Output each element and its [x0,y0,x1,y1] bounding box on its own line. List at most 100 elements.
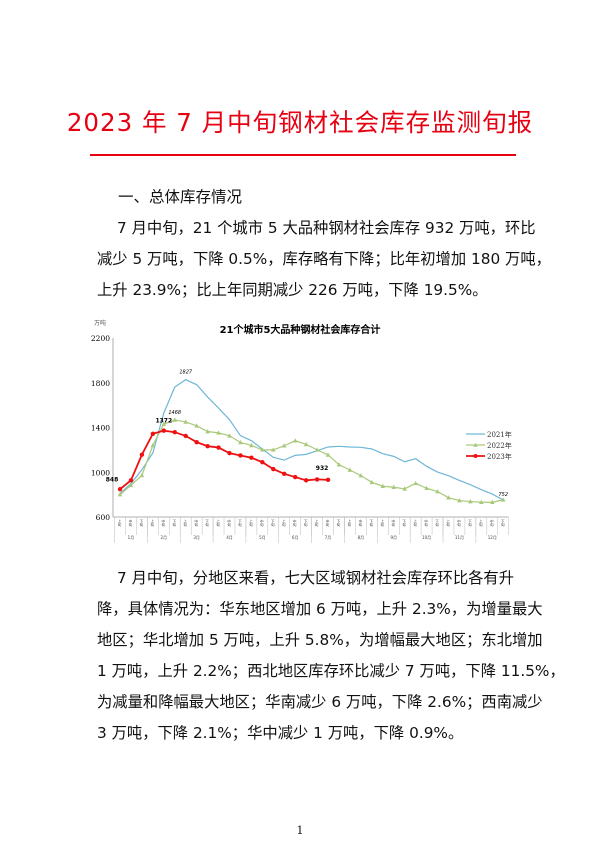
x-tick-label: 下旬 [303,519,308,527]
x-tick-label: 下旬 [500,519,505,527]
x-tick-label: 中旬 [456,519,461,528]
data-point [139,452,145,457]
data-point [183,433,188,439]
y-tick-label: 600 [96,513,111,522]
data-point [446,495,451,500]
page-number: 1 [296,824,304,837]
data-point [435,489,440,494]
data-label: 1827 [179,370,193,376]
data-point [161,428,166,433]
data-point [205,443,210,449]
data-point [391,484,397,490]
chart-title: 21个城市5大品种钢材社会库存合计 [220,323,381,336]
x-month-label: 11月 [455,535,464,540]
data-point [194,439,199,445]
y-axis-unit: 万吨 [94,319,106,327]
data-point [325,477,331,483]
data-label: 848 [106,476,119,483]
text-line: 1 万吨，上升 2.2%；西北地区库存环比减少 7 万吨，下降 11.5%， [97,662,565,680]
data-point [314,447,320,452]
x-tick-label: 下旬 [172,519,177,527]
data-point [194,423,199,428]
data-point [347,467,353,472]
x-tick-label: 上旬 [150,519,155,528]
data-point [293,474,298,480]
x-month-label: 2月 [161,535,168,540]
x-month-label: 3月 [193,535,200,540]
x-month-label: 6月 [292,535,299,540]
x-tick-label: 下旬 [270,519,275,527]
x-month-label: 9月 [390,535,397,540]
data-point [260,447,265,452]
data-point [128,482,134,488]
text-line: 降，具体情况为：华东地区增加 6 万吨，上升 2.3%，为增量最大 [97,600,543,618]
data-point [216,445,221,450]
data-point [336,462,342,467]
data-label: 932 [316,465,329,472]
legend-marker [473,442,478,447]
x-month-label: 10月 [422,535,431,540]
x-tick-label: 中旬 [391,519,396,528]
x-tick-label: 中旬 [358,519,363,528]
data-point [249,442,254,448]
data-point [271,447,276,452]
y-tick-label: 1000 [91,468,110,477]
x-tick-label: 中旬 [259,519,264,528]
data-label: 1372 [155,418,172,425]
data-point [424,485,429,491]
data-point [161,421,167,426]
x-tick-label: 上旬 [281,519,286,528]
x-tick-label: 中旬 [423,519,428,528]
x-tick-label: 中旬 [292,519,297,528]
data-point [128,478,134,483]
data-point [249,455,254,460]
data-point [150,442,156,448]
legend-label: 2021年 [487,430,512,439]
legend-marker [473,454,478,458]
data-point [238,453,243,458]
data-point [292,438,298,443]
x-tick-label: 中旬 [226,519,231,528]
series-line-2023年 [119,429,329,490]
x-tick-label: 上旬 [347,519,352,528]
x-tick-label: 下旬 [402,519,407,527]
y-tick-label: 2200 [91,334,110,343]
data-point [479,499,484,505]
paragraph-overall: 7 月中旬，21 个城市 5 大品种钢材社会库存 932 万吨，环比 减少 5 … [97,213,551,306]
data-label: 1468 [168,410,181,416]
x-tick-label: 中旬 [161,519,166,528]
report-title: 2023 年 7 月中旬钢材社会库存监测旬报 [66,108,534,137]
x-tick-label: 上旬 [445,519,450,528]
data-point [468,499,473,504]
inventory-line-chart: 21个城市5大品种钢材社会库存合计 万吨 600 1000 1400 1800 2200 上旬… [91,319,512,543]
x-tick-label: 上旬 [412,519,417,528]
data-point [150,431,156,436]
y-tick-label: 1800 [91,379,110,388]
x-month-label: 12月 [488,535,497,540]
data-point [238,439,243,445]
data-point [358,473,364,478]
text-line: 减少 5 万吨，下降 0.5%，库存略有下降；比年初增加 180 万吨， [97,250,551,268]
data-label: 752 [498,492,508,498]
text-line: 7 月中旬，分地区来看，七大区域钢材社会库存环比各有升 [117,569,515,587]
text-line: 7 月中旬，21 个城市 5 大品种钢材社会库存 932 万吨，环比 [117,219,536,237]
x-tick-label: 中旬 [489,519,494,528]
legend-label: 2022年 [487,441,512,450]
x-tick-label: 中旬 [193,519,198,528]
data-point [281,443,287,448]
data-point [500,497,506,502]
data-point [172,417,178,422]
x-tick-label: 下旬 [237,519,242,527]
text-line: 地区；华北增加 5 万吨，上升 5.8%，为增幅最大地区；东北增加 [97,631,543,649]
x-tick-label: 下旬 [434,519,439,527]
x-month-label: 4月 [226,535,233,540]
x-tick-label: 上旬 [117,519,122,528]
legend-label: 2023年 [487,452,512,461]
title-divider [90,154,516,156]
data-point [172,429,177,435]
x-month-label: 8月 [358,535,365,540]
x-month-label: 7月 [325,535,332,540]
x-tick-label: 上旬 [380,519,385,528]
data-point [117,487,123,492]
data-point [216,430,221,435]
